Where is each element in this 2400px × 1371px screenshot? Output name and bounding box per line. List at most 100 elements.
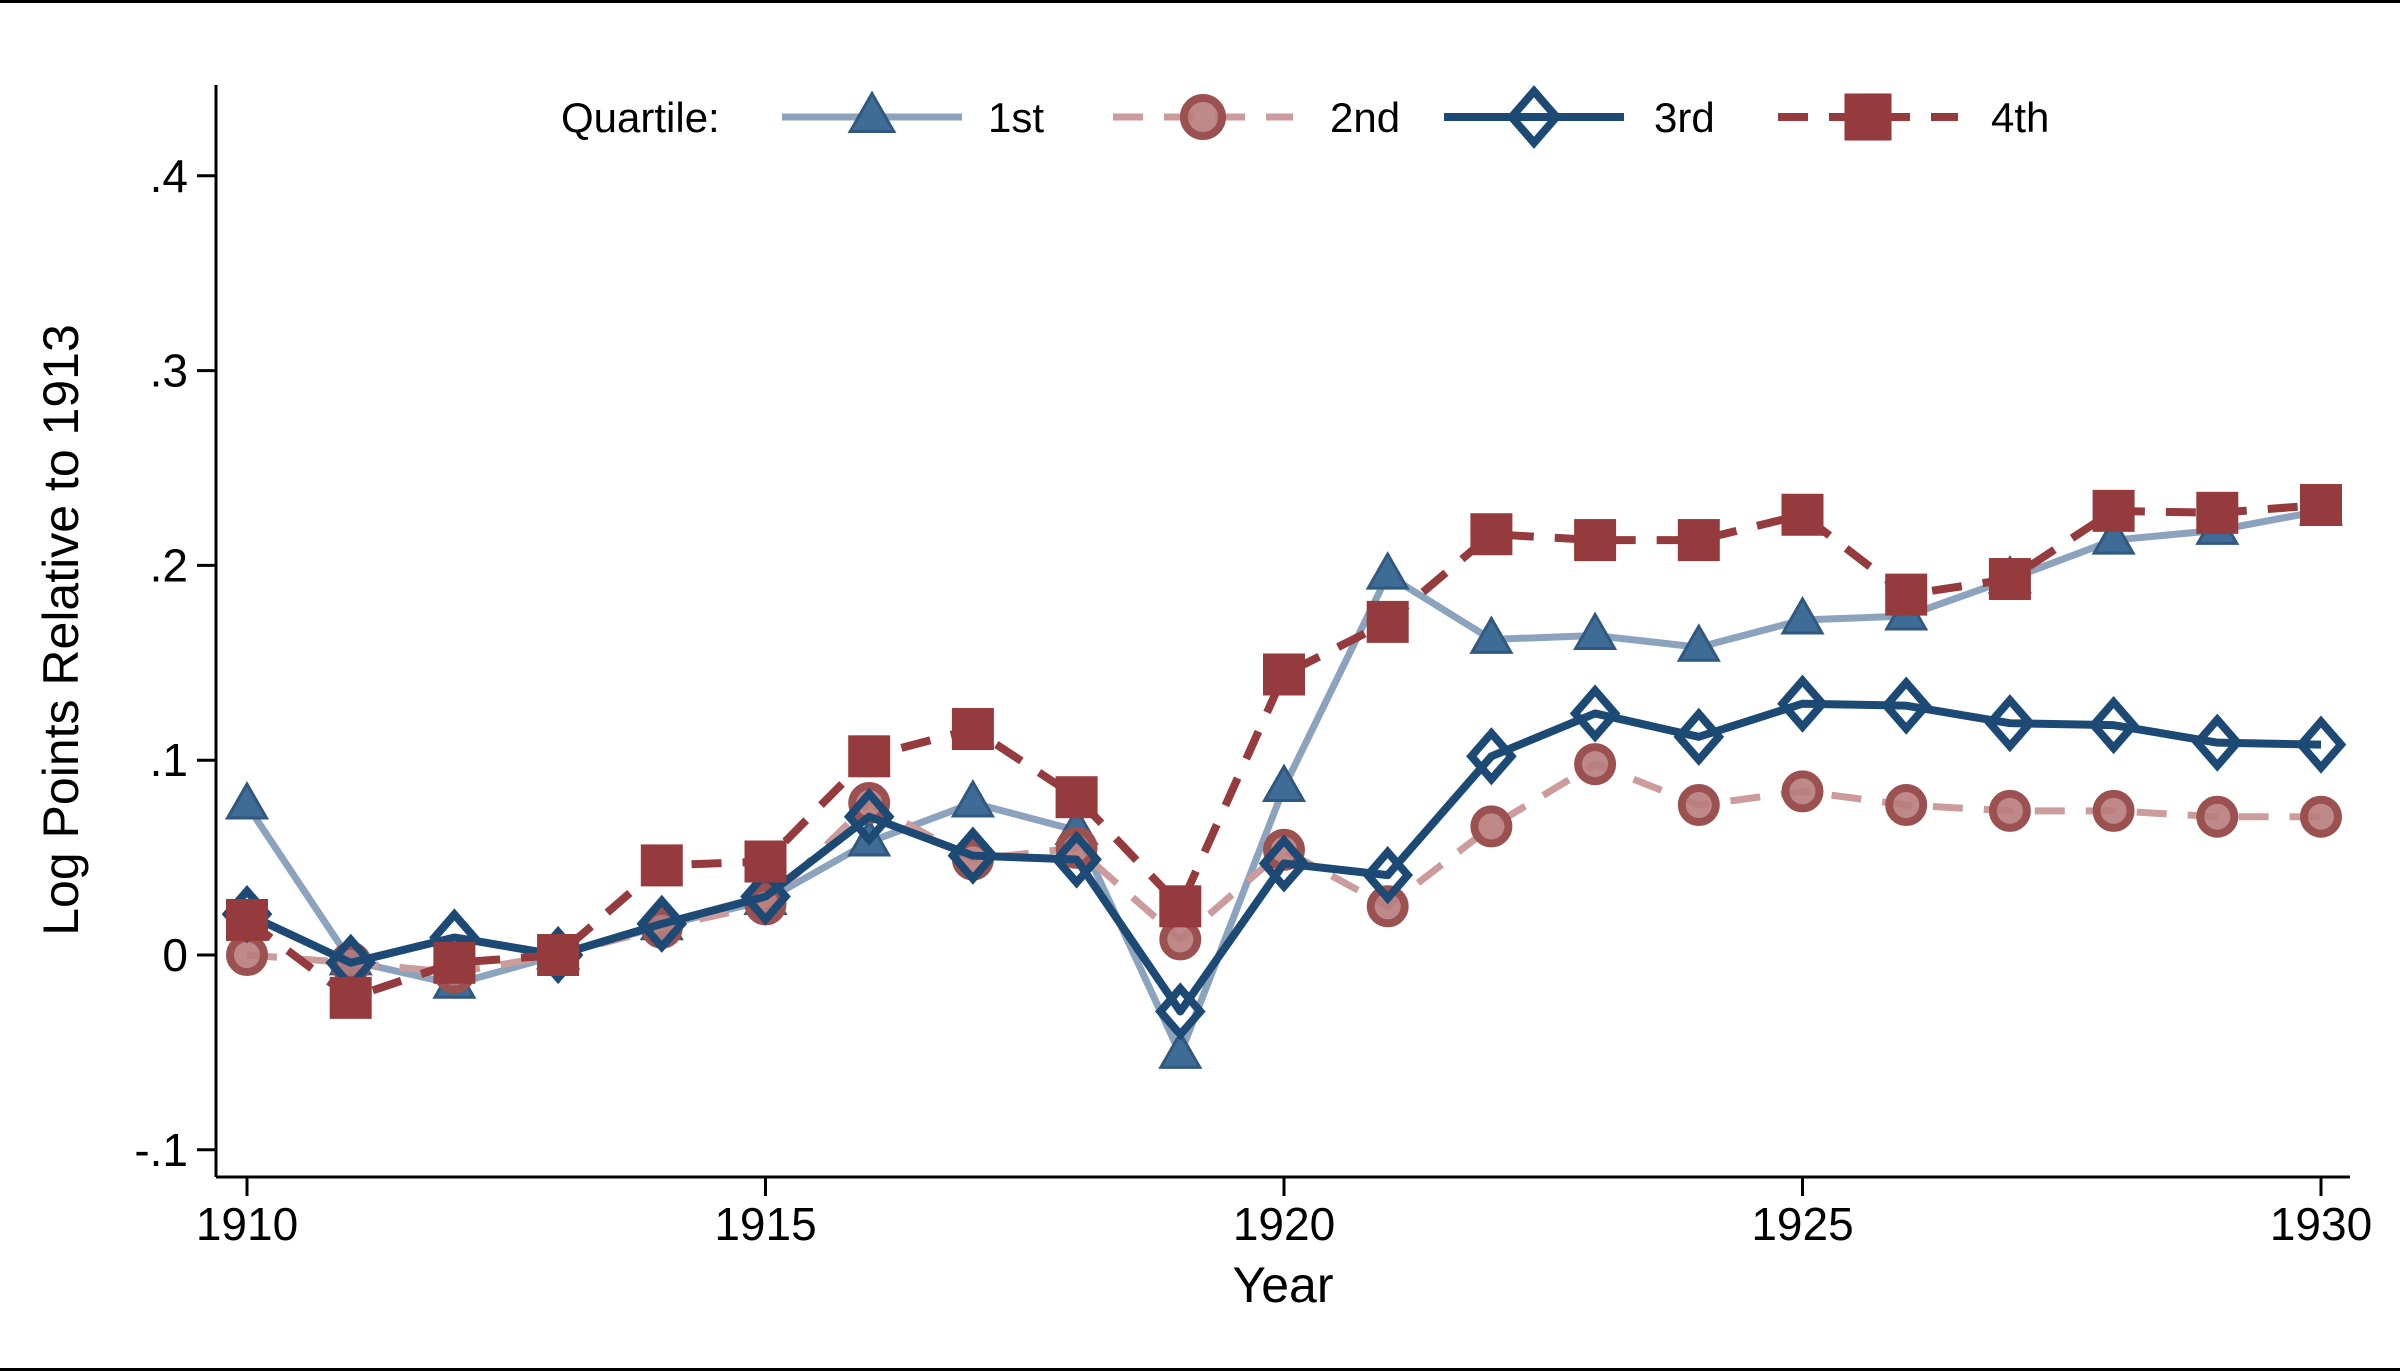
marker-3rd-1929 [2191,713,2243,772]
square-marker-icon [1366,600,1409,643]
line-3rd [245,699,2322,1016]
diamond-marker-icon [1777,674,1828,733]
marker-2nd-1924 [1677,784,1720,827]
marker-4th-1923 [1574,519,1617,562]
marker-1st-1919 [1158,1030,1203,1069]
marker-3rd-1924 [1673,707,1725,766]
triangle-marker-icon [1780,595,1825,635]
diamond-marker-icon [1506,85,1562,149]
marker-1st-1928 [2091,516,2136,555]
triangle-marker-icon [1469,615,1514,654]
diamond-marker-icon [2191,713,2243,772]
marker-3rd-1921 [1362,846,1414,905]
x-tick-label-1: 1915 [714,1198,816,1250]
circle-marker-icon [2300,795,2342,838]
triangle-marker-icon [1676,623,1721,662]
square-marker-icon [1781,493,1824,536]
circle-marker-icon [2092,789,2135,832]
marker-4th-1917 [951,708,994,751]
diamond-marker-icon [843,787,895,846]
y-tick-label-4: 0 [162,929,188,981]
marker-4th-1914 [640,844,683,887]
marker-4th-1913 [537,934,580,976]
marker-4th-1920 [1263,653,1305,696]
legend-label-3rd: 3rd [1654,94,1715,141]
square-marker-icon [1470,513,1513,556]
diamond-marker-icon [1880,676,1932,735]
marker-2nd-1922 [1470,805,1513,848]
marker-3rd-1922 [1466,727,1517,786]
marker-1st-1922 [1469,615,1514,654]
diamond-marker-icon [1051,830,1102,889]
square-marker-icon [1055,776,1098,819]
y-axis-title: Log Points Relative to 1913 [33,324,89,936]
square-marker-icon [1263,653,1305,696]
marker-1st-1917 [950,779,995,818]
marker-3rd-1926 [1880,676,1932,735]
marker-3rd-1920 [1258,834,1310,893]
square-marker-icon [2300,484,2342,527]
circle-marker-icon [1677,784,1720,827]
square-marker-icon [329,976,372,1019]
circle-marker-icon [1574,743,1617,786]
circle-marker-icon [1988,789,2031,832]
triangle-marker-icon [1573,611,1618,651]
marker-4th-1924 [1677,519,1720,562]
marker-1st-1910 [224,780,270,820]
square-marker-icon [226,898,268,941]
marker-1st-1924 [1676,623,1721,662]
square-marker-icon [951,708,994,751]
marker-4th-1919 [1159,885,1202,928]
diamond-marker-icon [1673,707,1725,766]
legend-item-2nd: 2nd [1113,93,1400,141]
marker-1st-1920 [1261,763,1307,802]
legend-label-4th: 4th [1991,94,2049,141]
diamond-marker-icon [636,894,688,953]
circle-marker-icon [1781,770,1824,813]
triangle-marker-icon [950,779,995,818]
marker-3rd-1915 [740,867,791,926]
marker-4th-1925 [1781,493,1824,536]
marker-4th-1928 [2092,489,2135,532]
triangle-marker-icon [1365,551,1410,590]
series-lines [221,484,2347,1069]
x-tick-label-4: 1930 [2270,1198,2372,1250]
diamond-marker-icon [947,826,999,885]
marker-4th-1927 [1988,558,2031,601]
circle-marker-icon [1179,93,1227,141]
x-axis-title: Year [1232,1257,1333,1313]
circle-marker-icon [1366,885,1409,928]
marker-1st-1923 [1573,611,1618,651]
square-marker-icon [1574,519,1617,562]
triangle-marker-icon [2091,516,2136,555]
y-tick-label-3: .1 [150,734,188,786]
marker-2nd-1927 [1988,789,2031,832]
diamond-marker-icon [2088,696,2139,755]
marker-2nd-1926 [1885,784,1928,827]
diamond-marker-icon [1154,982,1206,1041]
diamond-marker-icon [740,867,791,926]
square-marker-icon [1885,573,1928,616]
triangle-marker-icon [1261,763,1307,802]
marker-4th-1930 [2300,484,2342,527]
marker-1st-1925 [1780,595,1825,635]
square-marker-icon [848,735,891,778]
diamond-marker-icon [1569,684,1621,743]
triangle-marker-icon [1158,1030,1203,1069]
diamond-marker-icon [1466,727,1517,786]
marker-1st-1921 [1365,551,1410,590]
legend-item-4th: 4th [1778,93,2049,141]
marker-4th-1911 [329,976,372,1019]
legend-item-3rd: 3rd [1444,85,1715,149]
figure-bottom-border [0,1368,2400,1371]
square-marker-icon [1844,93,1892,141]
square-marker-icon [537,934,580,976]
square-marker-icon [744,840,787,883]
marker-3rd-1917 [947,826,999,885]
legend-item-1st: 1st [782,90,1044,141]
square-marker-icon [640,844,683,887]
legend-label-2nd: 2nd [1330,94,1400,141]
square-marker-icon [1159,885,1202,928]
diamond-marker-icon [1984,694,2036,753]
